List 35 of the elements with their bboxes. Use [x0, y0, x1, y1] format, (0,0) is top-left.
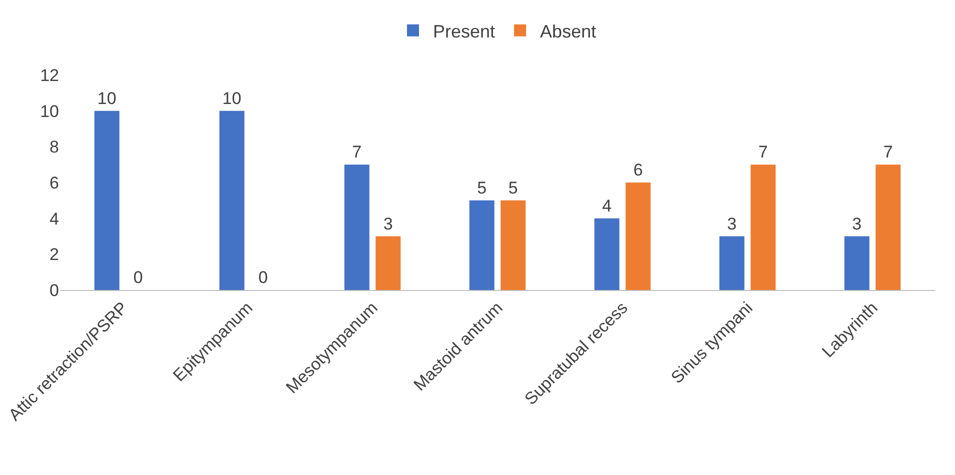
- data-label: 5: [508, 178, 518, 198]
- data-label: 10: [222, 88, 242, 108]
- bar: [844, 236, 870, 290]
- data-label: 0: [258, 268, 268, 287]
- y-tick-label: 2: [50, 245, 59, 264]
- data-label: 4: [602, 196, 612, 216]
- data-label: 5: [477, 178, 487, 198]
- bar: [469, 200, 494, 290]
- legend-label: Present: [433, 21, 496, 42]
- data-label: 6: [633, 160, 643, 180]
- y-tick-label: 0: [50, 280, 59, 300]
- legend-label: Absent: [540, 21, 596, 42]
- data-label: 3: [383, 214, 393, 234]
- bar: [719, 236, 744, 290]
- bar: [626, 182, 651, 290]
- data-label: 7: [883, 142, 893, 162]
- bar: [750, 164, 776, 290]
- y-tick-label: 4: [50, 209, 59, 228]
- bar: [94, 110, 120, 290]
- bar: [376, 236, 401, 290]
- data-label: 3: [727, 214, 737, 234]
- data-label: 7: [352, 142, 362, 162]
- y-tick-label: 8: [50, 138, 59, 157]
- data-label: 10: [97, 88, 116, 108]
- data-label: 0: [133, 268, 143, 287]
- y-tick-label: 12: [40, 66, 59, 85]
- bar: [876, 164, 901, 290]
- bar: [219, 110, 244, 290]
- bar: [500, 200, 526, 290]
- bar: [594, 218, 620, 290]
- data-label: 3: [852, 214, 862, 234]
- data-label: 7: [758, 142, 768, 162]
- y-tick-label: 6: [50, 173, 59, 192]
- y-tick-label: 10: [40, 102, 59, 121]
- bar: [344, 164, 370, 290]
